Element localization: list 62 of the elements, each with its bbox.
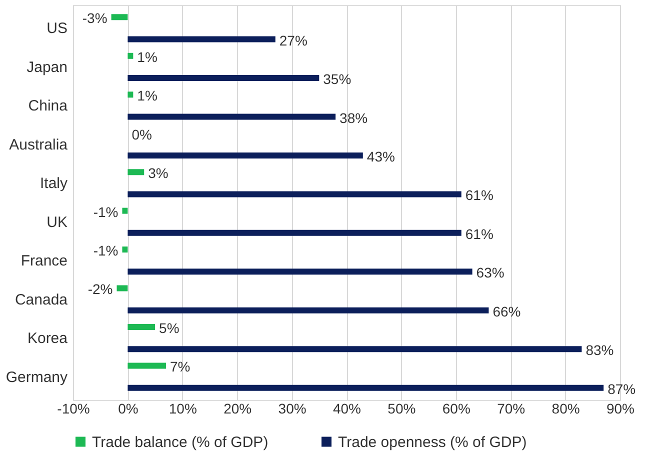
y-tick-label: Australia xyxy=(9,136,68,154)
bar xyxy=(128,268,472,275)
bar xyxy=(128,169,144,176)
bar xyxy=(128,362,166,369)
x-tick-label: 20% xyxy=(224,400,252,416)
data-label: 7% xyxy=(170,358,190,375)
y-tick-label: China xyxy=(28,98,68,115)
x-tick-label: 10% xyxy=(168,400,197,416)
data-label: -1% xyxy=(93,242,118,259)
bar xyxy=(116,285,128,292)
x-tick-label: 40% xyxy=(332,400,362,416)
bar xyxy=(128,307,489,314)
data-label: 61% xyxy=(465,187,494,204)
bar xyxy=(128,191,462,198)
data-label: -1% xyxy=(93,204,118,220)
bar xyxy=(128,346,582,352)
data-label: 35% xyxy=(323,71,352,88)
data-label: 43% xyxy=(366,148,395,164)
x-tick-label: 30% xyxy=(278,400,306,416)
data-label: 83% xyxy=(586,342,614,358)
y-tick-label: US xyxy=(46,20,68,38)
x-tick-label: 90% xyxy=(606,400,635,416)
y-tick-label: Korea xyxy=(27,330,68,348)
x-tick-label: 80% xyxy=(552,400,580,416)
data-label: 3% xyxy=(148,165,168,182)
data-label: 5% xyxy=(159,320,180,336)
legend-label: Trade balance (% of GDP) xyxy=(92,434,268,451)
x-tick-label: 70% xyxy=(497,400,526,416)
data-label: -2% xyxy=(88,281,113,298)
data-label: 66% xyxy=(492,303,521,320)
data-label: 38% xyxy=(340,110,368,126)
y-tick-label: Germany xyxy=(6,368,68,386)
data-label: 0% xyxy=(132,126,152,142)
x-tick-label: 50% xyxy=(388,400,416,416)
y-tick-label: Japan xyxy=(26,58,68,76)
y-tick-label: Canada xyxy=(14,291,68,308)
bar xyxy=(122,208,128,214)
data-label: 63% xyxy=(476,264,504,281)
bar xyxy=(128,324,156,330)
x-tick-label: 60% xyxy=(442,400,470,416)
y-tick-label: UK xyxy=(46,214,68,231)
legend-label: Trade openness (% of GDP) xyxy=(338,434,527,451)
data-label: 61% xyxy=(465,226,494,242)
bar xyxy=(111,14,128,20)
data-label: 87% xyxy=(608,380,636,397)
data-label: 27% xyxy=(279,32,308,48)
data-label: 1% xyxy=(137,88,158,104)
x-tick-label: -10% xyxy=(57,400,90,416)
data-label: 1% xyxy=(137,48,158,65)
bar xyxy=(128,92,134,98)
bar xyxy=(128,36,276,42)
bar xyxy=(122,246,128,253)
bar xyxy=(128,75,320,82)
bar xyxy=(128,384,604,391)
data-label: -3% xyxy=(82,10,108,26)
y-tick-label: France xyxy=(20,252,68,270)
y-tick-label: Italy xyxy=(40,175,68,192)
bar xyxy=(128,230,462,236)
bar xyxy=(128,114,336,120)
bar xyxy=(128,152,363,158)
bar xyxy=(128,52,134,59)
x-tick-label: 0% xyxy=(118,400,138,416)
